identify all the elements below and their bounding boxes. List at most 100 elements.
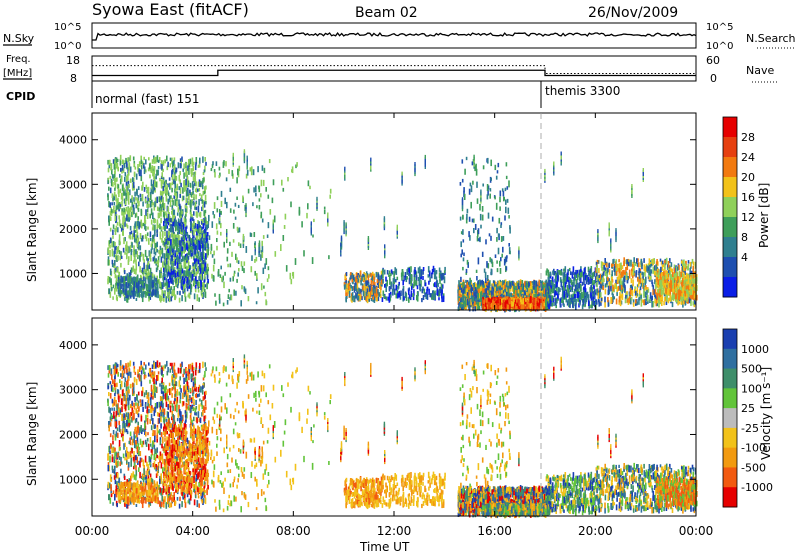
power-echo: [116, 199, 118, 206]
power-echo: [204, 157, 206, 162]
power-echo: [183, 247, 186, 254]
power-echo: [155, 181, 158, 188]
power-echo: [185, 210, 187, 217]
power-echo: [115, 163, 118, 169]
power-echo: [154, 218, 156, 224]
power-echo: [112, 235, 114, 239]
power-echo: [422, 295, 425, 301]
power-echo: [188, 276, 191, 281]
power-echo: [145, 283, 148, 291]
power-echo: [136, 220, 139, 227]
power-echo: [188, 292, 190, 296]
power-echo: [199, 157, 201, 164]
power-echo: [109, 187, 112, 194]
power-echo: [375, 272, 378, 278]
power-echo: [122, 167, 125, 173]
power-echo: [134, 221, 137, 227]
power-echo: [380, 285, 382, 291]
power-echo: [178, 297, 181, 303]
power-echo: [255, 185, 257, 193]
power-echo: [164, 261, 166, 265]
power-echo: [272, 179, 275, 186]
power-echo: [204, 209, 207, 214]
power-echo: [151, 159, 154, 164]
power-echo: [186, 206, 188, 213]
power-echo: [202, 248, 204, 253]
power-echo: [255, 192, 257, 197]
power-echo: [419, 270, 421, 277]
power-echo: [217, 269, 220, 276]
power-echo: [149, 295, 152, 301]
power-echo: [155, 259, 158, 264]
power-echo: [569, 271, 572, 276]
power-echo: [198, 226, 200, 232]
power-echo: [108, 288, 110, 294]
power-echo: [154, 197, 157, 204]
power-echo: [526, 291, 528, 296]
power-echo: [521, 280, 524, 286]
power-echo: [169, 157, 172, 161]
power-echo: [148, 283, 150, 290]
power-echo: [213, 214, 216, 219]
power-echo: [173, 233, 175, 239]
power-echo: [220, 231, 222, 236]
power-echo: [359, 271, 362, 277]
power-echo: [170, 244, 173, 252]
power-echo: [184, 221, 187, 228]
power-echo: [179, 223, 181, 231]
power-echo: [167, 253, 169, 259]
power-echo: [186, 240, 189, 245]
power-echo: [182, 286, 184, 293]
power-echo: [210, 251, 212, 255]
power-echo: [127, 218, 129, 222]
power-echo: [130, 277, 133, 284]
power-echo: [261, 251, 264, 258]
power-echo: [155, 258, 157, 262]
power-echo: [185, 257, 187, 262]
power-echo: [161, 253, 164, 259]
power-echo: [380, 270, 383, 278]
power-echo: [169, 222, 171, 227]
power-echo: [108, 201, 110, 208]
power-echo: [323, 206, 326, 210]
power-echo: [163, 293, 165, 299]
power-echo: [210, 243, 213, 251]
power-echo: [220, 222, 222, 229]
power-echo: [148, 238, 150, 245]
power-echo: [117, 267, 119, 273]
power-echo: [373, 292, 375, 298]
power-echo: [138, 200, 140, 207]
freq-label-2: [MHz]: [3, 68, 32, 79]
power-echo: [159, 223, 161, 230]
power-echo: [443, 270, 446, 274]
power-echo: [196, 294, 199, 302]
power-echo: [155, 292, 158, 298]
power-echo: [127, 259, 130, 265]
power-echo: [162, 202, 164, 207]
power-echo: [415, 280, 418, 286]
power-echo: [408, 267, 410, 274]
power-echo: [203, 210, 205, 216]
power-echo: [179, 171, 181, 176]
power-echo: [150, 179, 153, 187]
power-echo: [163, 203, 166, 210]
power-echo: [460, 304, 462, 308]
power-echo: [204, 194, 207, 201]
power-echo: [380, 293, 382, 299]
power-echo: [391, 271, 394, 275]
power-echo: [109, 202, 111, 208]
date-title: 26/Nov/2009: [588, 5, 678, 21]
power-echo: [425, 293, 427, 300]
power-echo: [202, 230, 205, 234]
power-echo: [526, 301, 529, 305]
power-echo: [204, 233, 206, 240]
power-echo: [227, 263, 229, 268]
power-echo: [178, 263, 180, 269]
power-echo: [361, 296, 363, 301]
power-echo: [156, 155, 159, 163]
power-echo: [185, 218, 187, 224]
power-echo: [159, 281, 162, 287]
power-echo: [163, 218, 166, 224]
power-echo: [154, 251, 157, 256]
power-echo: [206, 274, 209, 280]
